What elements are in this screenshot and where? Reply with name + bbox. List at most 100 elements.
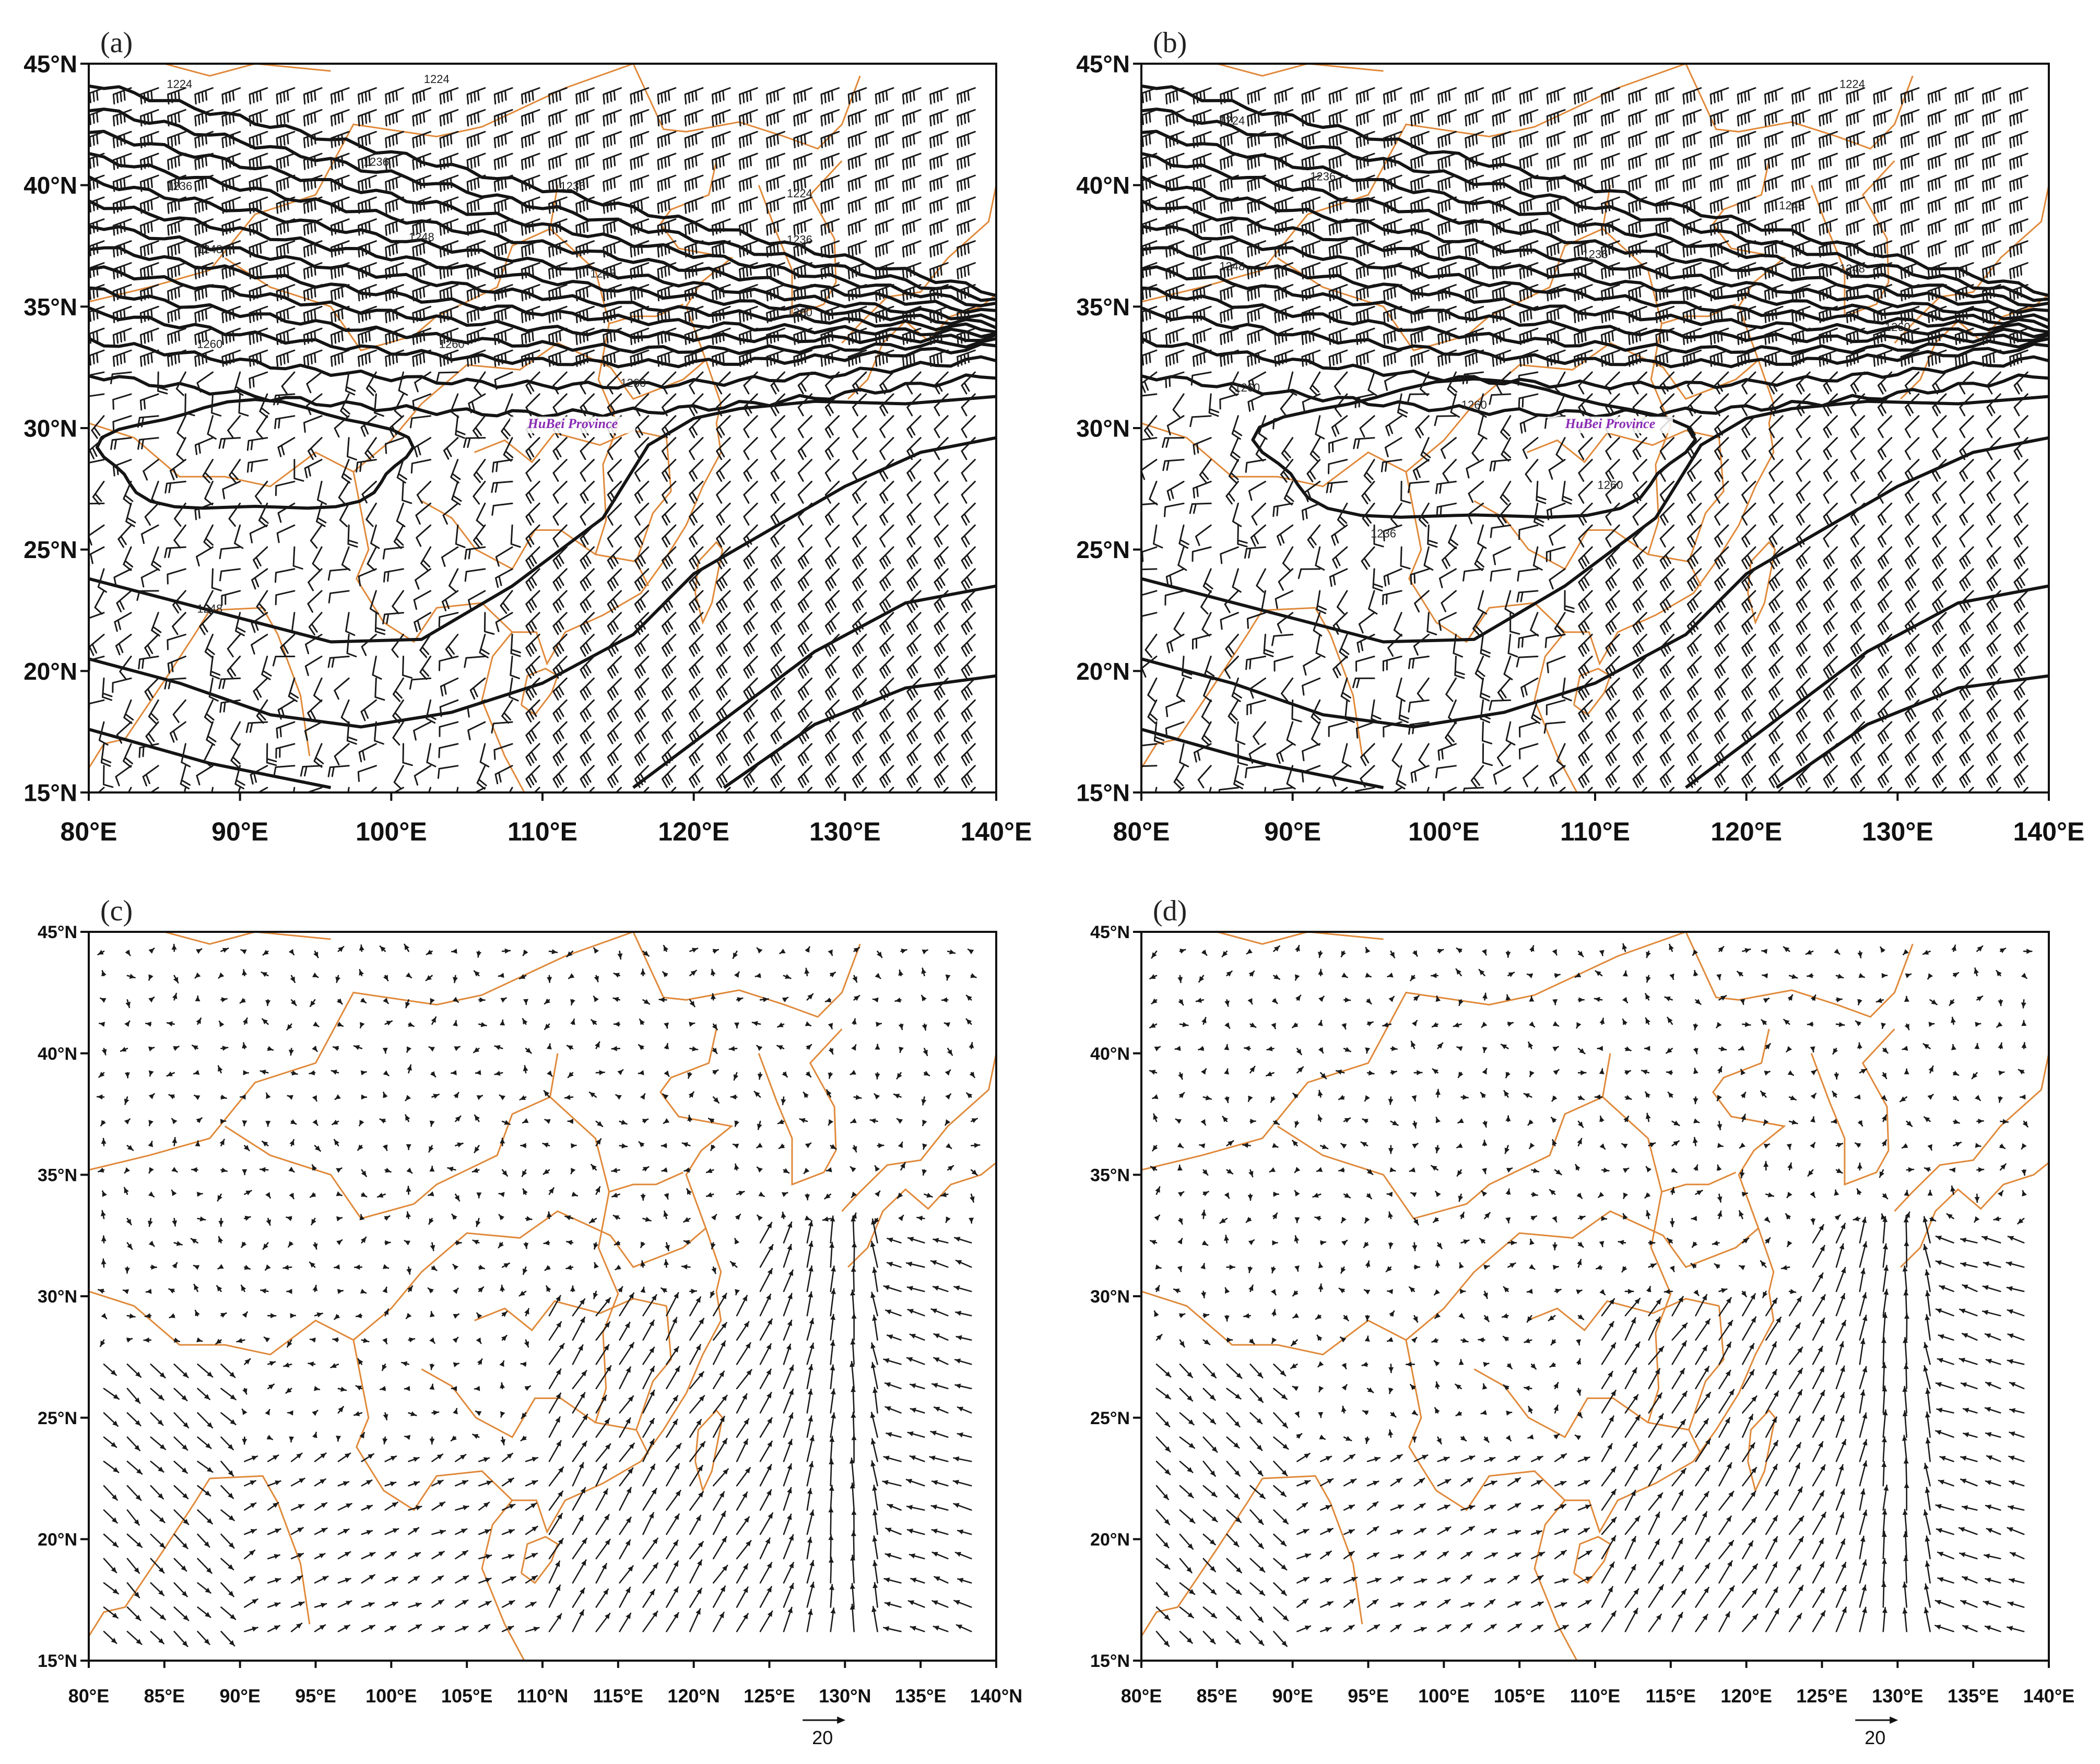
wind-barb (1605, 612, 1620, 635)
wind-barb (110, 371, 132, 384)
wind-barb (466, 349, 486, 367)
wind-barb (1573, 131, 1593, 148)
wind-barb (1877, 437, 1893, 460)
wind-barb (1410, 196, 1430, 214)
vector-head (524, 1386, 530, 1391)
wind-barb (1578, 502, 1593, 526)
vector-head (721, 1341, 725, 1347)
wind-barb (603, 109, 622, 127)
wind-barb (525, 743, 540, 766)
wind-barb (1329, 568, 1348, 587)
wind-barb (2013, 480, 2028, 504)
wind-barb (521, 240, 540, 258)
wind-barb (1900, 262, 1920, 280)
wind-barb (957, 327, 976, 345)
wind-barb (1641, 787, 1647, 792)
vector-head (547, 1070, 552, 1076)
wind-barb (439, 699, 459, 717)
wind-barb (479, 743, 490, 768)
wind-barb (778, 787, 785, 792)
vector-head (523, 950, 528, 956)
vector-head (384, 1309, 388, 1315)
wind-barb (493, 218, 513, 236)
wind-barb (1437, 218, 1457, 236)
vector-head (147, 1221, 153, 1226)
vector-head (405, 1435, 411, 1440)
wind-barb (476, 765, 487, 790)
wind-barb (1686, 524, 1702, 548)
vector-head (711, 969, 716, 976)
wind-barb (1197, 765, 1212, 789)
wind-barb (684, 109, 704, 127)
vector-head (275, 1529, 281, 1534)
wind-barb (509, 787, 513, 792)
vector-head (933, 1626, 939, 1631)
vector-head (436, 1454, 443, 1460)
vector-head (953, 1456, 960, 1462)
wind-barb (797, 437, 813, 460)
wind-barb (607, 765, 622, 788)
vector-head (182, 1372, 188, 1378)
vector-head (830, 1365, 835, 1371)
wind-barb (525, 612, 540, 635)
vector-head (204, 1541, 210, 1547)
wind-barb (398, 371, 408, 396)
vector-head (886, 1309, 892, 1315)
wind-barb (552, 393, 568, 417)
wind-barb (630, 240, 650, 258)
wind-barb (1435, 765, 1457, 778)
wind-barb (793, 109, 813, 127)
vector-head (523, 1065, 528, 1071)
vector-head (382, 1364, 387, 1370)
wind-barb (1519, 131, 1539, 148)
wind-barb (743, 437, 758, 460)
wind-barb (1410, 349, 1430, 367)
vector-head (870, 1461, 876, 1467)
wind-barb (1659, 721, 1675, 744)
wind-barb (1189, 502, 1212, 514)
wind-barb (219, 568, 241, 582)
wind-barb (1165, 109, 1185, 127)
wind-barb (222, 480, 241, 500)
wind-barb (1632, 743, 1647, 766)
wind-barb (438, 743, 459, 759)
vector-head (494, 1045, 501, 1050)
wind-barb (961, 480, 976, 504)
vector-head (501, 1335, 507, 1341)
wind-barb (875, 152, 894, 170)
wind-barb (143, 459, 159, 481)
vector-head (625, 1587, 630, 1593)
wind-barb (1408, 655, 1430, 669)
wind-barb (634, 568, 650, 591)
wind-barb (221, 349, 241, 367)
wind-barb (1578, 393, 1593, 417)
wind-barb (525, 568, 540, 591)
wind-barb (1301, 502, 1321, 520)
border-line (1527, 1298, 1719, 1332)
wind-barb (1407, 480, 1430, 493)
vector-head (642, 1119, 648, 1124)
wind-barb (1190, 371, 1212, 386)
wind-barb (1904, 634, 1920, 657)
wind-barb (521, 262, 540, 280)
vector-head (308, 1362, 314, 1367)
wind-barb (847, 109, 867, 127)
vector-head (429, 1146, 434, 1152)
vector-head (290, 1313, 296, 1319)
vector-head (806, 1045, 811, 1050)
vector-head (476, 1192, 482, 1198)
wind-barb (441, 546, 459, 567)
wind-barb (1954, 218, 1974, 236)
wind-barb (615, 787, 622, 792)
wind-barb (167, 634, 186, 650)
vector-head (826, 1167, 832, 1173)
wind-barb (473, 459, 486, 483)
wind-barb (634, 677, 650, 701)
wind-barb (657, 262, 677, 280)
wind-barb (1382, 590, 1402, 606)
vector-head (593, 1243, 598, 1249)
wind-barb (1517, 371, 1539, 386)
wind-barb (115, 765, 132, 787)
wind-barb (847, 305, 867, 324)
vector-head (640, 1287, 646, 1293)
